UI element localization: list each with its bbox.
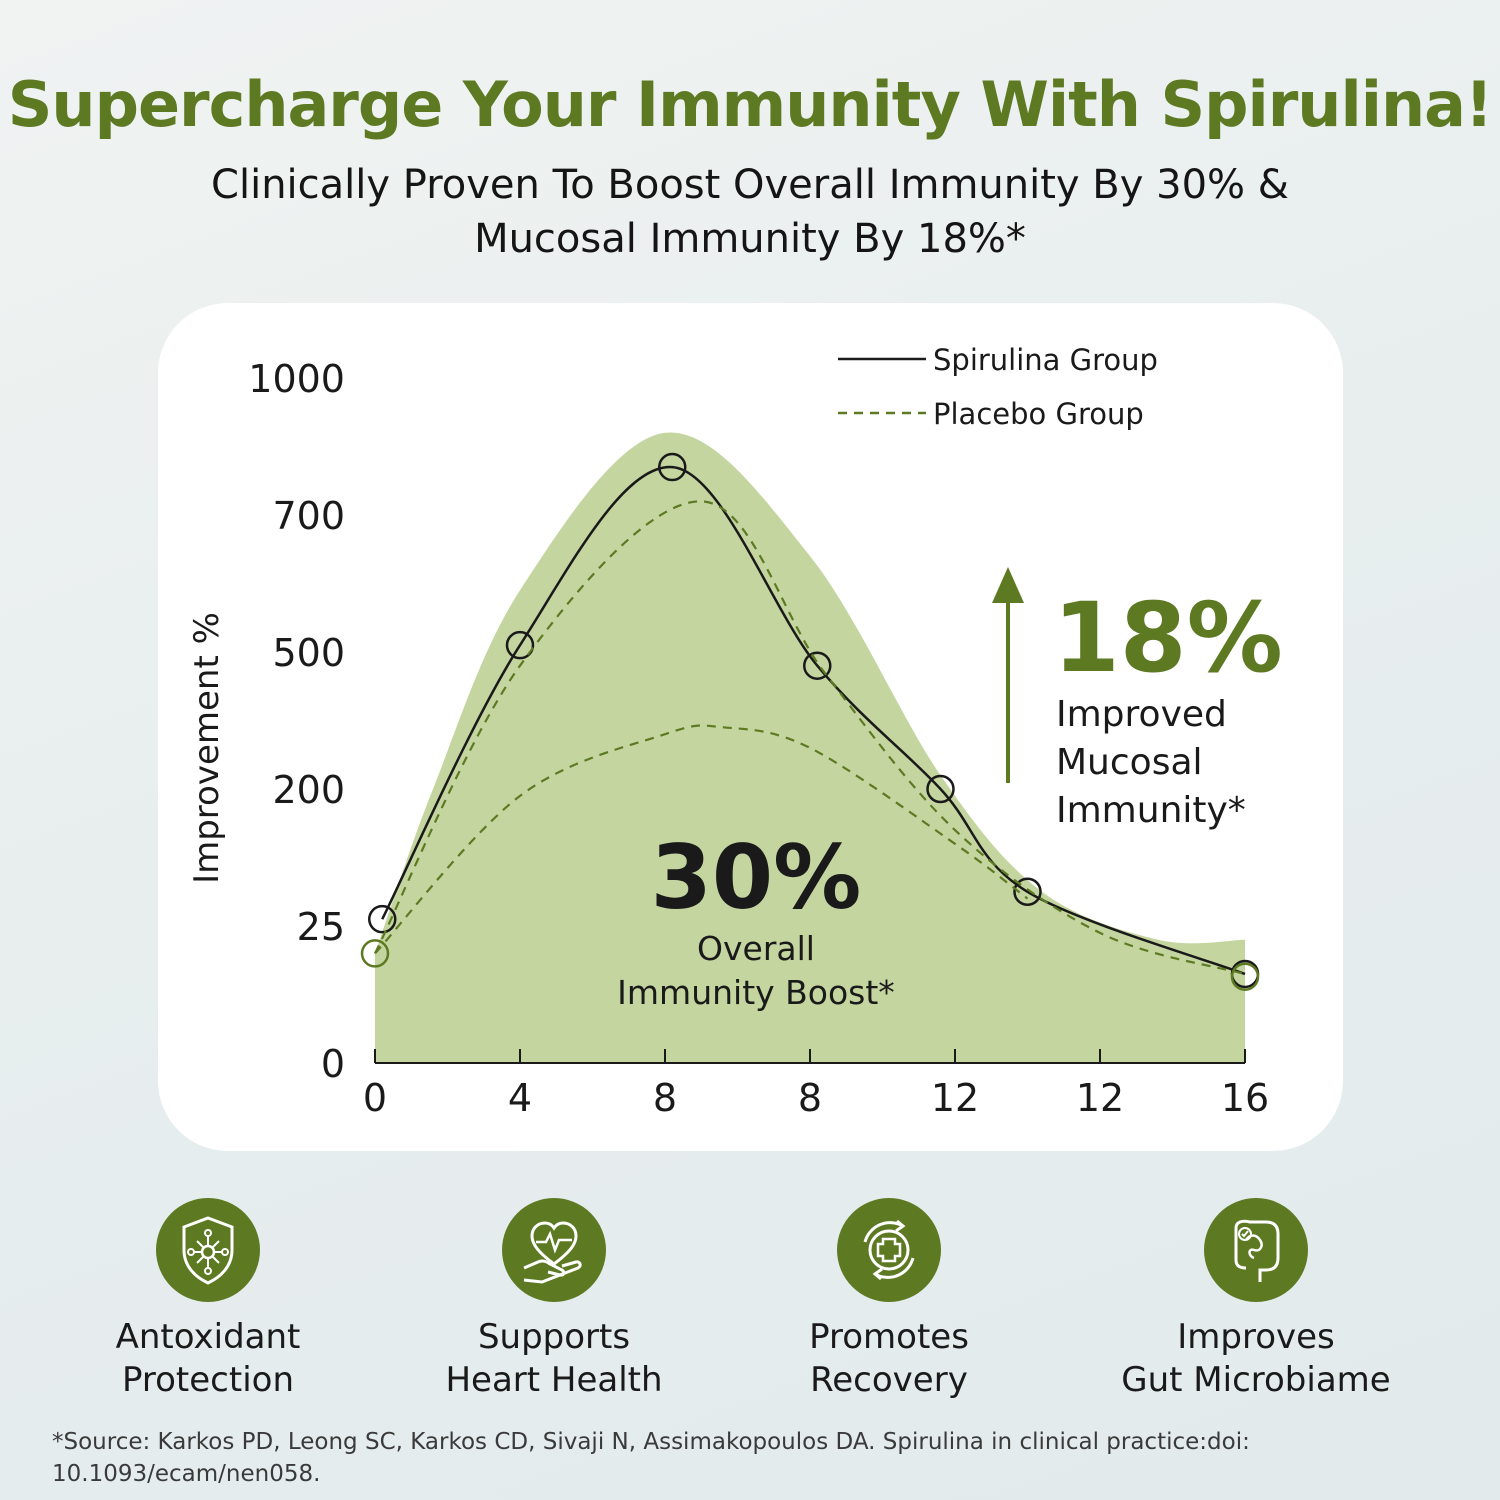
spirulina-marker: [368, 904, 397, 934]
placebo-marker: [1230, 962, 1260, 991]
subheadline-line-2: Mucosal Immunity By 18%*: [474, 216, 1026, 262]
spirulina-marker: [658, 452, 687, 482]
mucosal-boost-label: Improved: [1056, 694, 1227, 735]
immunity-chart: 0 4 8 8 12 12 16 0 25 200 500 700 1000 Improvement % S…: [187, 343, 1283, 1120]
recovery-cross-icon: [837, 1198, 941, 1302]
gut-icon: [1204, 1198, 1308, 1302]
y-tick-label: 500: [272, 631, 345, 675]
benefit-label: Improves Gut Microbiame: [1121, 1317, 1391, 1400]
x-tick-label: 8: [653, 1076, 677, 1120]
placebo-marker: [360, 939, 390, 968]
mucosal-boost-label: Mucosal: [1056, 742, 1203, 783]
x-tick-label: 12: [1076, 1076, 1124, 1120]
source-citation: *Source: Karkos PD, Leong SC, Karkos CD,…: [52, 1429, 1250, 1487]
spirulina-marker: [1013, 877, 1042, 906]
up-arrow-head-icon: [992, 567, 1024, 603]
placebo-line: [374, 724, 1029, 955]
y-tick-label: 25: [297, 905, 345, 949]
y-tick-label: 700: [272, 494, 345, 538]
y-tick-label: 200: [272, 768, 345, 812]
benefit-gut: Improves Gut Microbiame: [1086, 1198, 1426, 1402]
legend-label: Placebo Group: [933, 397, 1144, 431]
spirulina-marker: [926, 774, 955, 804]
spirulina-line: [381, 465, 1246, 976]
benefit-recovery: Promotes Recovery: [719, 1198, 1059, 1402]
x-tick-label: 16: [1221, 1076, 1269, 1120]
benefit-label: Supports Heart Health: [445, 1317, 663, 1400]
y-tick-label: 1000: [248, 357, 345, 401]
spirulina-marker: [803, 651, 832, 680]
mucosal-boost-value: 18%: [1053, 582, 1283, 694]
chart-card: 0 4 8 8 12 12 16 0 25 200 500 700 1000 Improvement % S…: [158, 303, 1343, 1151]
spirulina-marker: [505, 630, 535, 660]
subheadline-line-1: Clinically Proven To Boost Overall Immun…: [211, 162, 1289, 208]
benefit-label: Antoxidant Protection: [115, 1317, 301, 1400]
subheadline: Clinically Proven To Boost Overall Immun…: [0, 158, 1500, 266]
mucosal-boost-label: Immunity*: [1056, 790, 1246, 831]
y-tick-label: 0: [321, 1042, 345, 1086]
shield-molecule-icon: [156, 1198, 260, 1302]
x-tick-label: 12: [931, 1076, 979, 1120]
x-tick-label: 4: [508, 1076, 532, 1120]
legend-label: Spirulina Group: [933, 343, 1158, 377]
benefit-heart: Supports Heart Health: [384, 1198, 724, 1402]
headline: Supercharge Your Immunity With Spirulina…: [7, 68, 1493, 141]
x-tick-label: 0: [363, 1076, 387, 1120]
benefit-label: Promotes Recovery: [809, 1317, 969, 1400]
x-tick-label: 8: [798, 1076, 822, 1120]
heart-hand-icon: [502, 1198, 606, 1302]
overall-boost-label: Immunity Boost*: [617, 973, 895, 1012]
y-axis-title: Improvement %: [187, 612, 227, 884]
overall-boost-value: 30%: [651, 826, 862, 929]
placebo-line: [374, 500, 1246, 976]
benefit-antioxidant: Antoxidant Protection: [38, 1198, 378, 1402]
overall-boost-label: Overall: [697, 929, 815, 968]
